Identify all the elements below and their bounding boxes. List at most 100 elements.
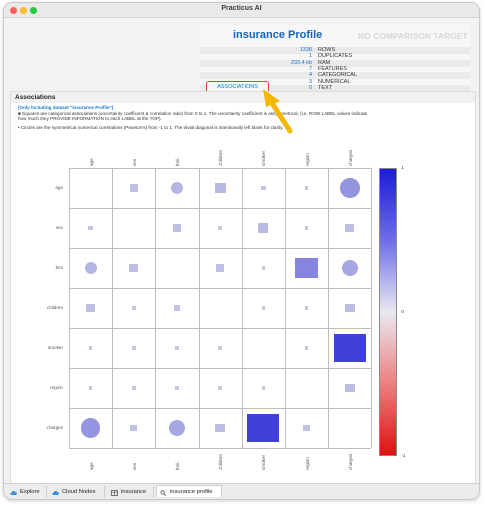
stat-row: 1338 ROWS <box>200 47 470 54</box>
grid-line-h <box>69 368 372 369</box>
grid-line-h <box>69 448 372 449</box>
association-square <box>295 257 318 279</box>
stat-value: 1338 <box>299 47 312 53</box>
association-square <box>132 306 136 310</box>
row-label: region <box>50 385 63 390</box>
column-label-top: smoker <box>261 150 267 166</box>
association-square <box>218 226 222 230</box>
association-square <box>304 306 309 310</box>
colorbar <box>379 168 398 456</box>
title-bar: Practicus AI <box>4 3 479 18</box>
association-square <box>304 346 309 350</box>
grid-line-v <box>112 168 114 448</box>
correlation-circle <box>80 418 101 438</box>
grid-line-v <box>328 168 330 448</box>
tab-explore[interactable]: Explore <box>7 486 47 498</box>
magnifier-icon <box>160 489 167 496</box>
stat-label: NUMERICAL <box>318 78 351 85</box>
stat-row: 4 CATEGORICAL <box>200 72 470 80</box>
squares-description: ■ Squares are categorical associations (… <box>18 111 368 122</box>
association-square <box>130 424 138 432</box>
column-label-top: charges <box>347 149 353 166</box>
stat-value: 1 <box>308 53 312 60</box>
column-label-bottom: bmi <box>175 462 180 470</box>
association-square <box>214 182 226 194</box>
row-label: smoker <box>47 345 63 350</box>
tab-insurance-profile[interactable]: insurance profile <box>156 485 222 497</box>
tab-cloud-nodes[interactable]: Cloud Nodes <box>49 486 105 498</box>
association-square <box>175 386 179 390</box>
close-window-button[interactable] <box>10 7 17 14</box>
correlation-circle <box>84 262 97 274</box>
window-title: Practicus AI <box>221 5 262 12</box>
stat-value: 3 <box>308 78 312 85</box>
association-square <box>88 346 93 350</box>
tab-label: insurance <box>121 489 147 495</box>
stat-label: RAM <box>318 59 331 66</box>
stat-row: 1 DUPLICATES <box>200 53 470 60</box>
column-label-top: sex <box>131 158 137 166</box>
colorbar-max-label: 1 <box>401 165 404 170</box>
association-square <box>129 264 139 272</box>
circles-description: • Circles are the symmetrical numerical … <box>18 125 284 130</box>
association-square <box>260 185 266 191</box>
no-comparison-label: NO COMPARISON TARGET <box>358 31 468 41</box>
association-square <box>304 186 309 190</box>
association-square <box>132 386 136 390</box>
stat-value: 4 <box>308 72 312 79</box>
column-label-top: bmi <box>175 158 180 166</box>
tab-label: insurance profile <box>170 489 213 495</box>
grid-line-h <box>69 288 372 289</box>
association-square <box>88 386 93 390</box>
association-square <box>258 223 269 233</box>
stat-label: ROWS <box>318 47 336 53</box>
grid-line-h <box>69 408 372 409</box>
grid-line-v <box>198 168 200 448</box>
app-window: Practicus AI insurance Profile NO COMPAR… <box>3 2 480 500</box>
associations-header: Associations <box>11 92 475 103</box>
row-label: bmi <box>55 265 63 270</box>
profile-summary: insurance Profile NO COMPARISON TARGET 1… <box>200 25 470 95</box>
association-square <box>86 304 95 312</box>
grid-line-v <box>69 168 70 448</box>
stat-label: FEATURES <box>318 65 347 72</box>
association-square <box>173 305 181 311</box>
column-label-bottom: age <box>88 462 94 470</box>
stat-row: 293.4 kb RAM <box>200 59 470 67</box>
row-label: age <box>55 185 63 190</box>
profile-title: insurance Profile <box>233 29 323 41</box>
association-square <box>218 386 222 390</box>
grid-line-v <box>241 168 243 448</box>
column-label-bottom: children <box>218 453 224 470</box>
bottom-tab-bar: Explore Cloud Nodes insurance insurance pro… <box>4 483 479 499</box>
main-content: insurance Profile NO COMPARISON TARGET 1… <box>4 19 479 496</box>
grid-line-v <box>371 168 373 448</box>
grid-line-h <box>69 208 372 209</box>
column-label-top: age <box>88 158 94 166</box>
stat-value: 0 <box>308 84 312 91</box>
row-label: charges <box>46 425 63 430</box>
association-square <box>247 413 280 443</box>
zoom-window-button[interactable] <box>30 7 37 14</box>
grid-line-v <box>285 168 286 448</box>
grid-line-h <box>69 248 372 249</box>
tab-label: Explore <box>20 489 40 495</box>
grid-line-h <box>69 168 372 169</box>
association-square <box>261 386 266 390</box>
tab-insurance[interactable]: insurance <box>108 486 154 498</box>
colorbar-min-label: -1 <box>401 453 406 458</box>
association-square <box>215 423 225 433</box>
association-square <box>172 224 182 232</box>
minimize-window-button[interactable] <box>20 7 27 14</box>
association-square <box>345 383 355 393</box>
stat-row: 7 FEATURES <box>200 66 470 73</box>
association-square <box>218 346 222 350</box>
dataset-note: [Only including dataset "insurance Profi… <box>18 105 114 110</box>
cloud-icon <box>52 489 59 495</box>
correlation-circle <box>171 182 183 194</box>
association-square <box>132 346 136 350</box>
associations-panel: Associations [Only including dataset "in… <box>10 91 476 496</box>
column-label-top: children <box>218 149 224 166</box>
association-square <box>216 264 225 272</box>
association-square <box>304 226 309 230</box>
